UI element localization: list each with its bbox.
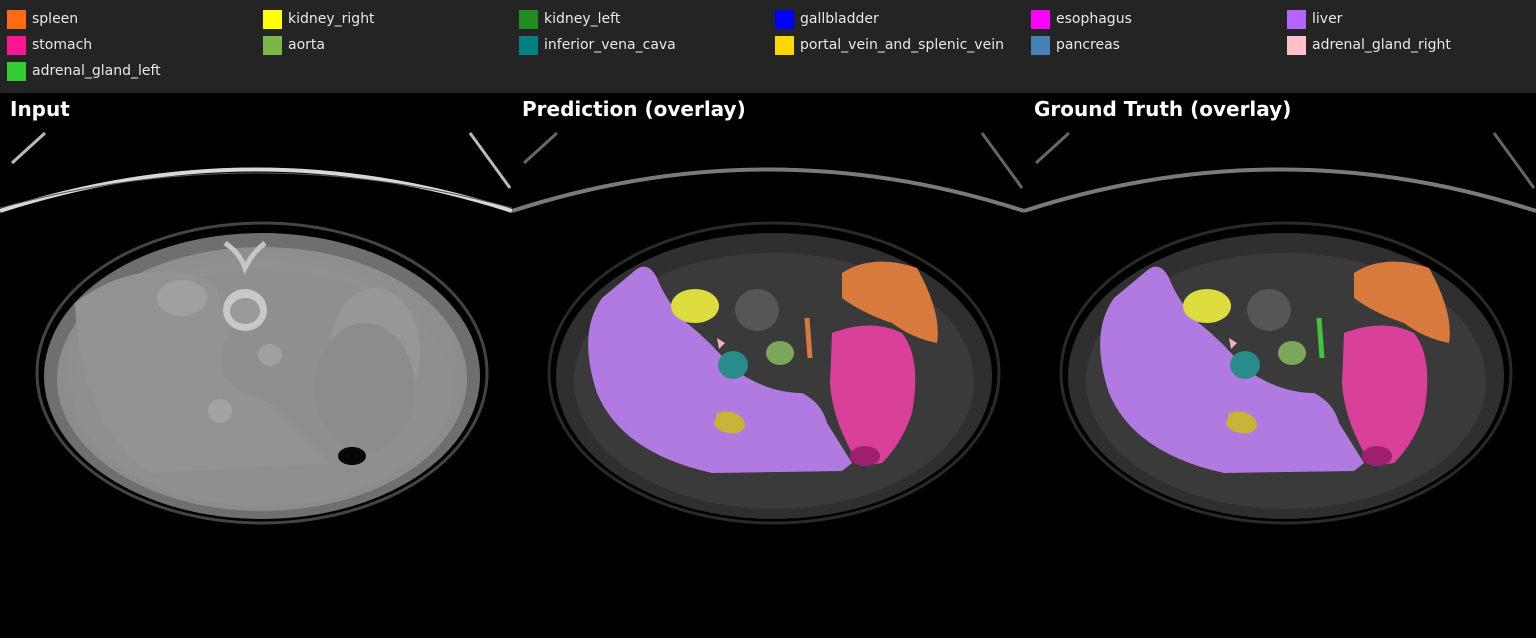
legend-swatch [263, 35, 282, 55]
prediction-overlay-image [512, 125, 1024, 638]
legend: spleen kidney_right kidney_left gallblad… [0, 0, 1536, 93]
legend-label: spleen [32, 11, 79, 27]
legend-label: aorta [288, 37, 325, 53]
ground-truth-overlay-image [1024, 125, 1536, 638]
ivc-mask [1230, 351, 1260, 379]
legend-item-kidney-right: kidney_right [263, 9, 375, 29]
panels: Input [0, 93, 1536, 638]
legend-label: adrenal_gland_left [32, 63, 161, 79]
ct-slice-image [0, 125, 512, 638]
legend-swatch [519, 9, 538, 29]
legend-item-inferior-vena-cava: inferior_vena_cava [519, 35, 676, 55]
legend-swatch [775, 9, 794, 29]
legend-label: inferior_vena_cava [544, 37, 676, 53]
legend-label: portal_vein_and_splenic_vein [800, 37, 1004, 53]
kidney-right-mask [671, 289, 719, 323]
stomach-mask [1342, 325, 1428, 464]
legend-item-spleen: spleen [7, 9, 78, 29]
legend-swatch [1287, 9, 1306, 29]
panel-title: Prediction (overlay) [522, 97, 746, 121]
prediction-panel: Prediction (overlay) [512, 93, 1024, 638]
kidney-right-mask [1183, 289, 1231, 323]
legend-item-adrenal-gland-left: adrenal_gland_left [7, 61, 161, 81]
legend-label: pancreas [1056, 37, 1120, 53]
legend-label: stomach [32, 37, 93, 53]
legend-swatch [7, 35, 26, 55]
legend-swatch [519, 35, 538, 55]
legend-label: adrenal_gland_right [1312, 37, 1451, 53]
legend-item-gallbladder: gallbladder [775, 9, 879, 29]
legend-label: gallbladder [800, 11, 879, 27]
legend-item-stomach: stomach [7, 35, 92, 55]
legend-swatch [1031, 35, 1050, 55]
ivc-mask [718, 351, 748, 379]
legend-item-pancreas: pancreas [1031, 35, 1120, 55]
legend-item-kidney-left: kidney_left [519, 9, 620, 29]
aorta-mask [1278, 341, 1306, 365]
legend-swatch [1287, 35, 1306, 55]
legend-item-liver: liver [1287, 9, 1342, 29]
legend-swatch [1031, 9, 1050, 29]
spleen-mask [842, 261, 938, 343]
aorta-mask [766, 341, 794, 365]
spleen-mask [1354, 261, 1450, 343]
legend-swatch [7, 61, 26, 81]
panel-title: Ground Truth (overlay) [1034, 97, 1292, 121]
legend-label: kidney_left [544, 11, 621, 27]
input-panel: Input [0, 93, 512, 638]
legend-label: kidney_right [288, 11, 375, 27]
legend-label: esophagus [1056, 11, 1132, 27]
legend-swatch [775, 35, 794, 55]
legend-item-adrenal-gland-right: adrenal_gland_right [1287, 35, 1451, 55]
legend-item-aorta: aorta [263, 35, 325, 55]
legend-label: liver [1312, 11, 1343, 27]
panel-title: Input [10, 97, 70, 121]
legend-item-esophagus: esophagus [1031, 9, 1132, 29]
legend-swatch [263, 9, 282, 29]
legend-item-portal-vein: portal_vein_and_splenic_vein [775, 35, 1004, 55]
stomach-mask [830, 325, 916, 464]
legend-swatch [7, 9, 26, 29]
ground-truth-panel: Ground Truth (overlay) [1024, 93, 1536, 638]
